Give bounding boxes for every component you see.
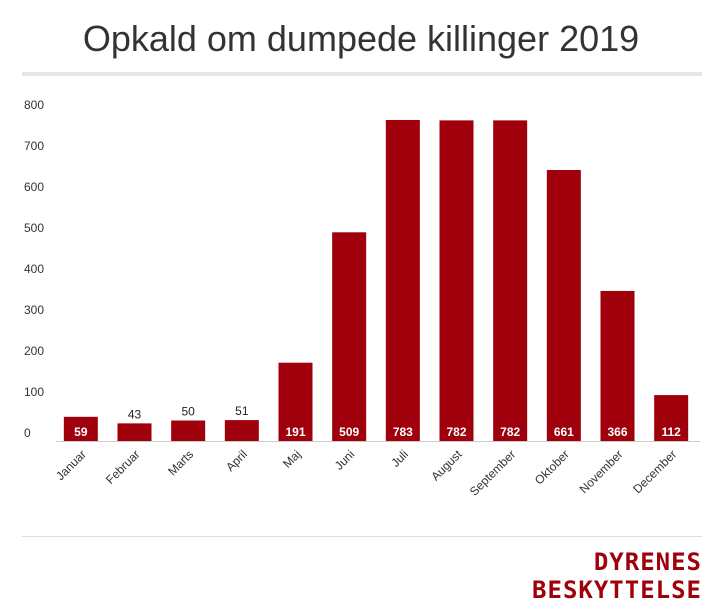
x-tick-label: Februar bbox=[103, 447, 143, 487]
y-tick-label: 200 bbox=[24, 344, 44, 358]
data-label: 112 bbox=[661, 425, 681, 439]
x-tick-label: Marts bbox=[165, 447, 196, 478]
bar bbox=[63, 416, 98, 441]
data-label: 50 bbox=[181, 405, 195, 419]
bar bbox=[493, 120, 528, 441]
title-divider bbox=[22, 72, 702, 76]
bar bbox=[278, 362, 313, 441]
bar bbox=[117, 423, 152, 441]
data-label: 661 bbox=[554, 425, 574, 439]
bar bbox=[600, 290, 635, 441]
data-label: 509 bbox=[339, 425, 359, 439]
x-tick-label: Juli bbox=[388, 447, 411, 470]
x-tick-label: Maj bbox=[280, 447, 304, 471]
footer-divider bbox=[22, 536, 702, 537]
y-tick-label: 300 bbox=[24, 303, 44, 317]
y-tick-label: 700 bbox=[24, 139, 44, 153]
y-tick-label: 600 bbox=[24, 180, 44, 194]
bar-chart: 0 100 200 300 400 500 600 700 800 59 Januar 43 Febru… bbox=[24, 98, 700, 499]
y-tick-label: 400 bbox=[24, 262, 44, 276]
data-label: 366 bbox=[607, 425, 627, 439]
x-tick-label: December bbox=[630, 447, 679, 496]
y-tick-label: 500 bbox=[24, 221, 44, 235]
chart-title: Opkald om dumpede killinger 2019 bbox=[82, 18, 640, 59]
x-tick-label: August bbox=[428, 447, 465, 484]
x-tick-label: November bbox=[577, 447, 626, 496]
y-tick-label: 0 bbox=[24, 426, 31, 440]
bar bbox=[171, 420, 206, 441]
bar bbox=[385, 119, 420, 441]
bar bbox=[332, 232, 367, 441]
data-label: 783 bbox=[393, 425, 413, 439]
data-label: 51 bbox=[235, 404, 249, 418]
data-label: 782 bbox=[500, 425, 520, 439]
y-tick-label: 800 bbox=[24, 98, 44, 112]
bar bbox=[224, 420, 259, 441]
x-tick-label: Juni bbox=[332, 447, 357, 472]
x-tick-label: September bbox=[467, 447, 518, 498]
data-label: 191 bbox=[285, 425, 305, 439]
brand-logo: DYRENES BESKYTTELSE bbox=[532, 548, 702, 604]
data-label: 43 bbox=[128, 407, 142, 421]
data-label: 59 bbox=[74, 425, 88, 439]
y-tick-label: 100 bbox=[24, 385, 44, 399]
bar bbox=[654, 395, 689, 441]
bar bbox=[546, 169, 581, 442]
bar bbox=[439, 120, 474, 441]
brand-line-2: BESKYTTELSE bbox=[532, 576, 702, 604]
x-tick-label: April bbox=[223, 447, 250, 474]
brand-line-1: DYRENES bbox=[593, 548, 702, 576]
x-tick-label: Oktober bbox=[532, 447, 572, 487]
x-tick-label: Januar bbox=[53, 447, 89, 483]
data-label: 782 bbox=[446, 425, 466, 439]
